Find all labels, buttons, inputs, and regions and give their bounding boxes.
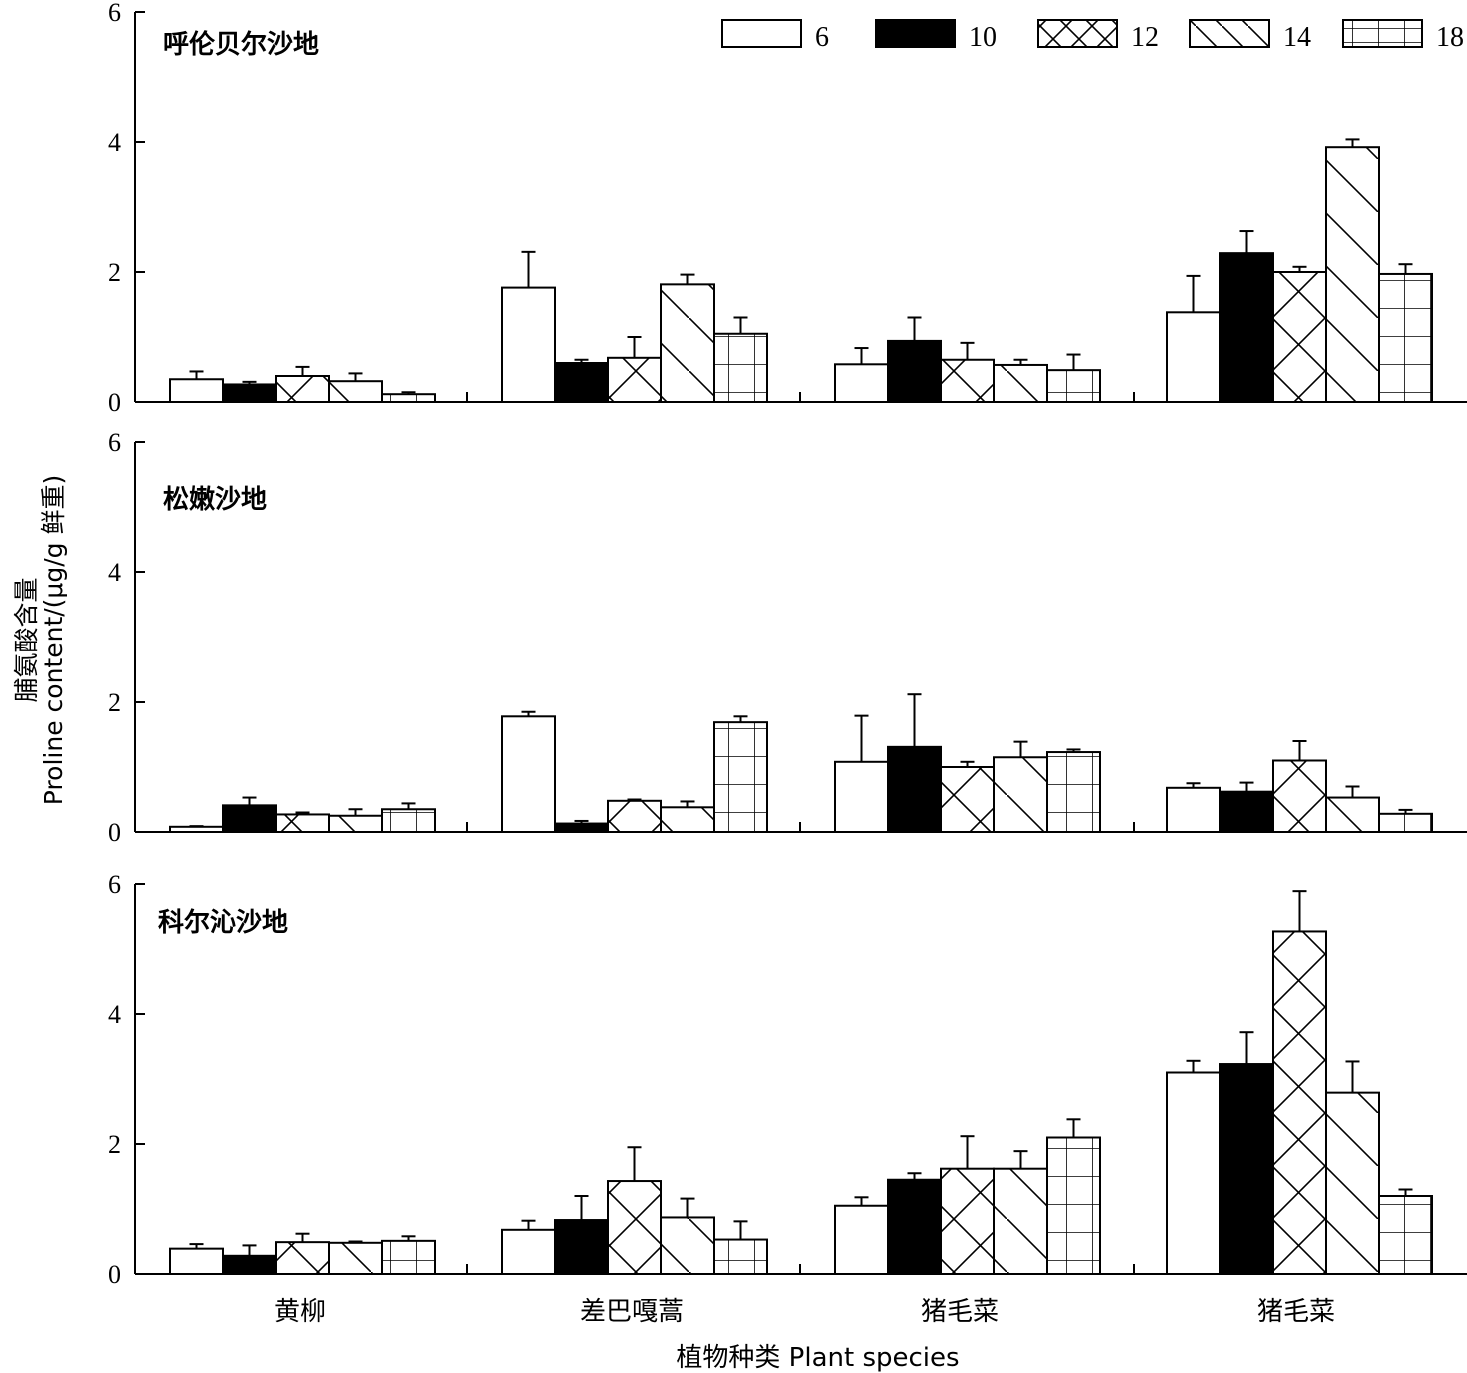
bar [1166, 1071, 1221, 1275]
bar [381, 1239, 436, 1275]
bar [501, 286, 556, 404]
bar [1325, 796, 1380, 833]
y-tick-label: 4 [108, 558, 121, 587]
bar [1219, 252, 1274, 403]
panel-title: 科尔沁沙地 [158, 907, 288, 938]
category-label: 黄柳 [274, 1297, 326, 1327]
bar [328, 1241, 383, 1276]
category-label: 猪毛菜 [1257, 1297, 1335, 1327]
legend-label: 14 [1283, 22, 1311, 53]
bar [887, 1178, 942, 1275]
y-tick-label: 6 [108, 0, 121, 27]
category-label: 猪毛菜 [921, 1297, 999, 1327]
y-tick-label: 2 [108, 258, 121, 287]
legend-label: 6 [815, 22, 829, 53]
bar [1325, 1091, 1380, 1276]
bar [940, 358, 995, 403]
bar [1046, 369, 1101, 403]
category-label: 差巴嘎蒿 [580, 1297, 684, 1327]
y-tick-label: 4 [108, 1000, 121, 1029]
bar [834, 363, 889, 403]
y-tick-label: 0 [108, 818, 121, 847]
bar [1272, 930, 1327, 1275]
bar [1166, 311, 1221, 403]
panel-2: 0 2 4 6 松嫩沙地 [108, 428, 1467, 847]
bar [169, 825, 224, 833]
bar [713, 721, 768, 834]
bar [607, 1180, 662, 1276]
bar [169, 1247, 224, 1276]
bar [1219, 790, 1274, 834]
panel-title: 呼伦贝尔沙地 [163, 29, 319, 60]
y-tick-label: 4 [108, 128, 121, 157]
bar [993, 1167, 1048, 1275]
bar [554, 1219, 609, 1276]
y-tick-label: 0 [108, 1260, 121, 1289]
bar [993, 756, 1048, 833]
legend-swatch [1342, 19, 1423, 48]
bar [1378, 1195, 1433, 1275]
bar [607, 799, 662, 833]
bar [834, 760, 889, 833]
legend-swatch [1189, 19, 1270, 48]
panel-3: 0 2 4 6 科尔沁沙地 [108, 870, 1467, 1289]
bar [887, 745, 942, 833]
legend-label: 12 [1131, 22, 1159, 53]
y-tick-label: 6 [108, 428, 121, 457]
bar [940, 766, 995, 833]
bar [607, 356, 662, 403]
bar [713, 332, 768, 403]
bar [1272, 271, 1327, 403]
bar [1166, 786, 1221, 833]
bar [993, 363, 1048, 404]
bar [660, 1216, 715, 1275]
bar [660, 283, 715, 404]
y-tick-label: 0 [108, 388, 121, 417]
legend-swatch [875, 19, 956, 48]
bar [1325, 146, 1380, 403]
bar [169, 378, 224, 403]
bar [381, 393, 436, 404]
bar [940, 1167, 995, 1275]
bar [887, 339, 942, 403]
bar [222, 383, 277, 404]
bar [1378, 272, 1433, 404]
bar [381, 808, 436, 833]
y-tick-label: 6 [108, 870, 121, 899]
legend-swatch [1037, 19, 1118, 48]
bar [275, 1241, 330, 1276]
legend: 6 10 12 14 18 [721, 19, 1464, 53]
x-axis-label: 植物种类 Plant species [676, 1343, 959, 1373]
bar [1272, 759, 1327, 833]
bar [328, 380, 383, 404]
bar [501, 1228, 556, 1276]
bar [222, 1254, 277, 1276]
bar [1046, 1136, 1101, 1275]
bar [222, 804, 277, 833]
bar [1378, 812, 1433, 833]
panel-1: 0 2 4 6 呼伦贝尔沙地 [108, 0, 1467, 417]
bar [834, 1204, 889, 1275]
bar [501, 715, 556, 833]
bar [1046, 751, 1101, 833]
y-tick-label: 2 [108, 688, 121, 717]
legend-label: 18 [1436, 22, 1464, 53]
legend-label: 10 [969, 22, 997, 53]
panel-title: 松嫩沙地 [163, 485, 267, 515]
bar [554, 362, 609, 403]
bar [275, 813, 330, 834]
y-axis-label-cn: 脯氨酸含量 [12, 577, 41, 702]
bar [1219, 1063, 1274, 1276]
bar [328, 814, 383, 833]
bar [660, 806, 715, 833]
y-axis-label-en: Proline content/(μg/g 鲜重) [39, 475, 68, 805]
legend-swatch [721, 19, 802, 48]
y-tick-label: 2 [108, 1130, 121, 1159]
bar [554, 822, 609, 833]
bar [713, 1238, 768, 1276]
bar [275, 375, 330, 403]
